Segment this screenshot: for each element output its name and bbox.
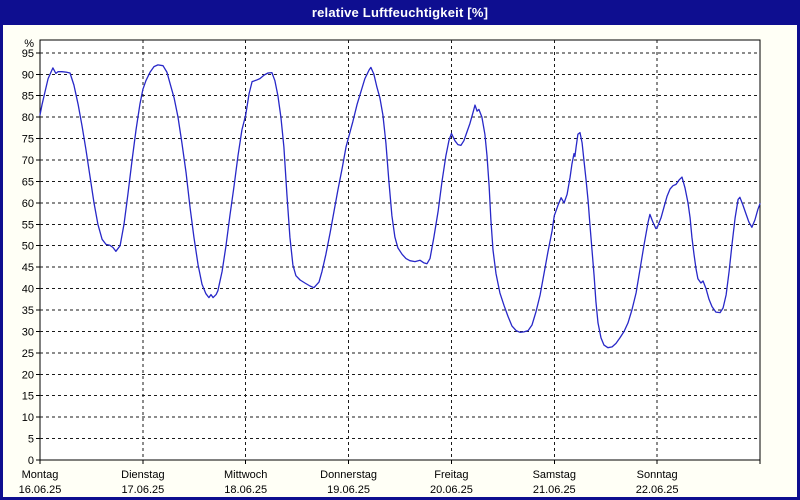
y-tick-label: 85: [22, 91, 34, 103]
y-tick-label: 90: [22, 69, 34, 81]
date-label: 18.06.25: [224, 484, 267, 496]
date-label: 16.06.25: [19, 484, 62, 496]
y-tick-label: 30: [22, 326, 34, 338]
date-label: 19.06.25: [327, 484, 370, 496]
date-label: 20.06.25: [430, 484, 473, 496]
day-label: Dienstag: [121, 469, 164, 481]
y-tick-label: 40: [22, 284, 34, 296]
humidity-line-chart: 0 5 10 15 20 25 30 35 40 45 50 55 60 65 70 75 80 85 90 95% M…: [19, 38, 761, 496]
y-axis-unit-label: %: [24, 38, 34, 50]
window-title: relative Luftfeuchtigkeit [%]: [311, 5, 489, 20]
y-tick-label: 50: [22, 241, 34, 253]
y-tick-label: 65: [22, 176, 34, 188]
window-titlebar: relative Luftfeuchtigkeit [%]: [3, 0, 797, 25]
y-tick-label: 55: [22, 219, 34, 231]
day-label: Freitag: [434, 469, 468, 481]
y-tick-label: 80: [22, 112, 34, 124]
date-label: 22.06.25: [636, 484, 679, 496]
chart-area: 0 5 10 15 20 25 30 35 40 45 50 55 60 65 70 75 80 85 90 95% M…: [3, 25, 797, 497]
y-tick-label: 0: [28, 455, 34, 467]
y-tick-label: 15: [22, 391, 34, 403]
y-tick-label: 95: [22, 48, 34, 60]
day-label: Sonntag: [637, 469, 678, 481]
day-label: Montag: [22, 469, 59, 481]
day-label: Mittwoch: [224, 469, 267, 481]
y-tick-label: 10: [22, 412, 34, 424]
y-tick-label: 70: [22, 155, 34, 167]
y-tick-label: 5: [28, 434, 34, 446]
y-tick-label: 60: [22, 198, 34, 210]
day-label: Donnerstag: [320, 469, 377, 481]
y-tick-label: 20: [22, 369, 34, 381]
humidity-series-line: [39, 64, 761, 349]
y-tick-label: 25: [22, 348, 34, 360]
day-label: Samstag: [533, 469, 576, 481]
y-tick-label: 45: [22, 262, 34, 274]
date-label: 21.06.25: [533, 484, 576, 496]
y-tick-label: 35: [22, 305, 34, 317]
date-label: 17.06.25: [121, 484, 164, 496]
y-tick-label: 75: [22, 134, 34, 146]
